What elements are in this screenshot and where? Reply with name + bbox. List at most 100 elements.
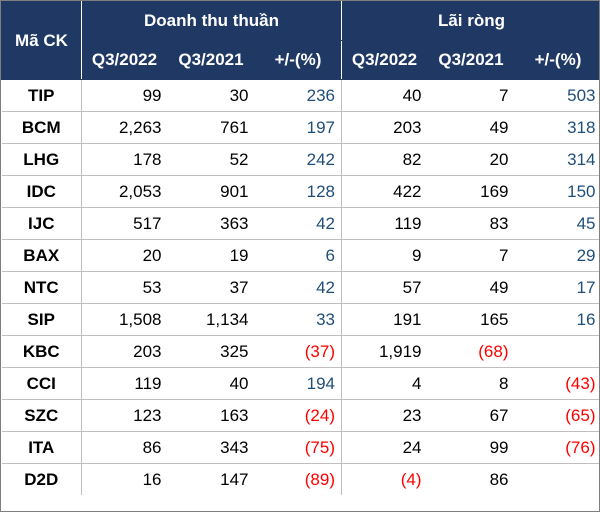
- profit-q3-2021-cell: 49: [427, 271, 515, 304]
- profit-q3-2022-cell: 24: [341, 431, 428, 464]
- revenue-q3-2021-cell: 163: [167, 399, 255, 432]
- table-row: KBC 203 325 (37) 1,919 (68): [1, 335, 599, 368]
- ticker-cell: BCM: [1, 111, 82, 144]
- table-row: BAX 20 19 6 9 7 29: [1, 239, 599, 272]
- revenue-q3-2021-cell: 1,134: [167, 303, 255, 336]
- revenue-change-cell: (37): [254, 335, 342, 368]
- revenue-q3-2022-cell: 86: [81, 431, 168, 464]
- revenue-change-cell: 242: [254, 143, 342, 176]
- profit-q3-2022-cell: 4: [341, 367, 428, 400]
- profit-change-cell: [515, 464, 600, 496]
- ticker-cell: SIP: [1, 303, 82, 336]
- profit-q3-2022-cell: 203: [341, 111, 428, 144]
- ticker-cell: ITA: [1, 431, 82, 464]
- ticker-cell: KBC: [1, 335, 82, 368]
- profit-q3-2022-cell: 23: [341, 399, 428, 432]
- profit-q3-2022-cell: 1,919: [341, 335, 428, 368]
- profit-q3-2021-cell: 169: [427, 175, 515, 208]
- revenue-change-cell: 197: [254, 111, 342, 144]
- profit-change-cell: 503: [514, 79, 599, 112]
- table-row: BCM 2,263 761 197 203 49 318: [1, 111, 599, 144]
- revenue-q3-2022-cell: 53: [81, 271, 168, 304]
- profit-q3-2021-cell: 67: [427, 399, 515, 432]
- financial-results-table: Mã CK Doanh thu thuần Lãi ròng Q3/2022 Q…: [1, 1, 600, 496]
- revenue-q3-2022-cell: 16: [142, 469, 162, 489]
- revenue-change-cell: (24): [254, 399, 342, 432]
- revenue-q3-2021-cell: 37: [167, 271, 255, 304]
- revenue-q3-2022-cell: 178: [81, 143, 168, 176]
- table-row: D2D 16 147 (89) (4) 86: [1, 463, 600, 496]
- revenue-group-header: Doanh thu thuần: [81, 1, 342, 41]
- revenue-q3-2022-header: Q3/2022: [81, 40, 168, 80]
- profit-change-cell: 45: [514, 207, 599, 240]
- revenue-change-cell: 128: [254, 175, 342, 208]
- profit-q3-2021-header: Q3/2021: [427, 40, 515, 80]
- profit-q3-2022-cell: 40: [341, 79, 428, 112]
- ticker-cell: NTC: [1, 271, 82, 304]
- ticker-cell: LHG: [1, 143, 82, 176]
- ticker-cell: TIP: [1, 79, 82, 112]
- revenue-q3-2021-cell: 19: [167, 239, 255, 272]
- table-row: LHG 178 52 242 82 20 314: [1, 143, 599, 176]
- profit-q3-2022-cell: 57: [341, 271, 428, 304]
- profit-change-cell: 314: [514, 143, 599, 176]
- table-row: ITA 86 343 (75) 24 99 (76): [1, 431, 599, 464]
- table-body: TIP 99 30 236 40 7 503 BCM 2,263 761 197 203 49 318 LH…: [1, 79, 600, 496]
- profit-q3-2021-cell: 49: [427, 111, 515, 144]
- profit-q3-2021-cell: 7: [427, 79, 515, 112]
- revenue-q3-2021-header: Q3/2021: [167, 40, 255, 80]
- profit-change-header: +/-(%): [514, 40, 599, 80]
- profit-change-cell: 150: [514, 175, 599, 208]
- revenue-q3-2022-cell: 1,508: [81, 303, 168, 336]
- profit-change-cell: 16: [514, 303, 599, 336]
- revenue-q3-2021-cell: 40: [167, 367, 255, 400]
- profit-q3-2021-cell: 99: [427, 431, 515, 464]
- revenue-change-cell: 194: [254, 367, 342, 400]
- revenue-q3-2021-cell: 30: [167, 79, 255, 112]
- table-row: TIP 99 30 236 40 7 503: [1, 79, 599, 112]
- revenue-q3-2021-cell: 343: [167, 431, 255, 464]
- revenue-q3-2022-cell: 203: [81, 335, 168, 368]
- ticker-column-header: Mã CK: [1, 1, 82, 80]
- table-row: IJC 517 363 42 119 83 45: [1, 207, 599, 240]
- profit-q3-2021-cell: 20: [427, 143, 515, 176]
- revenue-q3-2022-cell: 2,263: [81, 111, 168, 144]
- revenue-q3-2021-cell: 761: [167, 111, 255, 144]
- ticker-cell: CCI: [1, 367, 82, 400]
- revenue-q3-2022-cell: 119: [81, 367, 168, 400]
- revenue-q3-2021-cell: 363: [167, 207, 255, 240]
- profit-q3-2022-cell: 119: [341, 207, 428, 240]
- profit-change-cell: [514, 335, 599, 368]
- ticker-cell: D2D: [1, 463, 82, 495]
- table-row: CCI 119 40 194 4 8 (43): [1, 367, 599, 400]
- revenue-q3-2021-cell: 325: [167, 335, 255, 368]
- profit-q3-2021-cell: 83: [427, 207, 515, 240]
- profit-q3-2022-cell: 422: [341, 175, 428, 208]
- ticker-cell: SZC: [1, 399, 82, 432]
- revenue-change-cell: 33: [254, 303, 342, 336]
- profit-q3-2021-cell: (68): [427, 335, 515, 368]
- table-header: Mã CK Doanh thu thuần Lãi ròng Q3/2022 Q…: [1, 1, 599, 80]
- profit-change-cell: (65): [514, 399, 599, 432]
- revenue-change-cell: 42: [254, 207, 342, 240]
- profit-q3-2021-cell: 8: [427, 367, 515, 400]
- revenue-change-cell: (89): [254, 463, 342, 495]
- profit-change-cell: 29: [514, 239, 599, 272]
- revenue-change-header: +/-(%): [254, 40, 342, 80]
- profit-q3-2022-cell: 82: [341, 143, 428, 176]
- revenue-change-cell: (75): [254, 431, 342, 464]
- revenue-q3-2022-cell: 2,053: [81, 175, 168, 208]
- ticker-cell: BAX: [1, 239, 82, 272]
- profit-change-cell: 318: [514, 111, 599, 144]
- ticker-cell: IJC: [1, 207, 82, 240]
- profit-q3-2022-header: Q3/2022: [341, 40, 428, 80]
- profit-change-cell: 17: [514, 271, 599, 304]
- revenue-q3-2021-cell: 147: [220, 469, 249, 489]
- table-row: NTC 53 37 42 57 49 17: [1, 271, 599, 304]
- revenue-q3-2022-cell: 517: [81, 207, 168, 240]
- revenue-change-cell: 6: [254, 239, 342, 272]
- profit-change-cell: (76): [514, 431, 599, 464]
- revenue-q3-2022-cell: 20: [81, 239, 168, 272]
- profit-q3-2022-cell: 191: [341, 303, 428, 336]
